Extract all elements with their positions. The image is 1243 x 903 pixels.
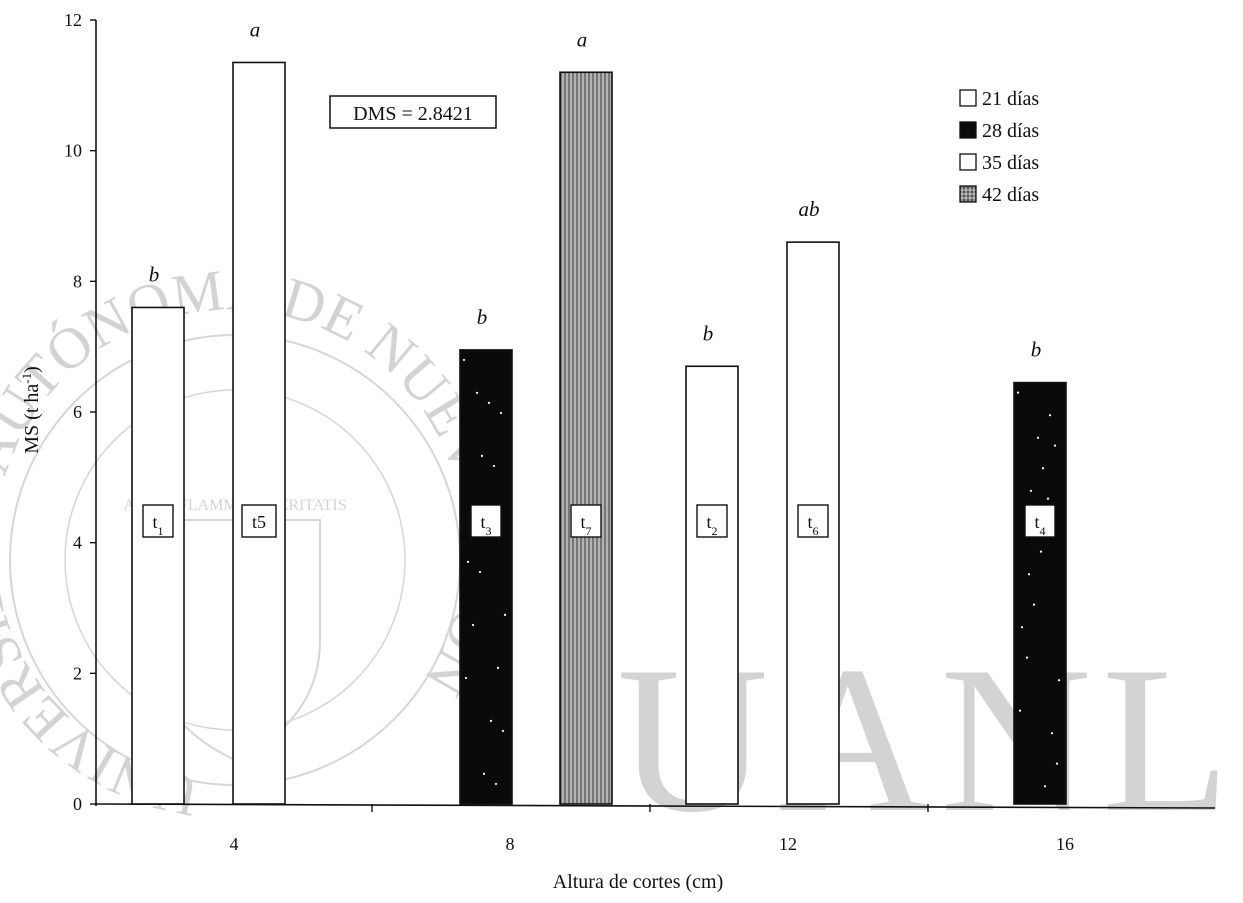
x-tick-label: 8 <box>506 834 515 854</box>
significance-letter: a <box>250 17 261 41</box>
bar-speckle <box>464 676 468 680</box>
bar-speckle <box>462 358 466 362</box>
bars <box>131 61 1067 805</box>
dms-annotation-text: DMS = 2.8421 <box>353 103 473 125</box>
bar-speckle <box>1055 762 1059 765</box>
y-tick-label: 2 <box>73 663 82 683</box>
significance-letter: b <box>477 305 488 329</box>
bar-speckle <box>1036 436 1040 439</box>
bar-t4 <box>1013 381 1067 805</box>
bar-speckle <box>1039 550 1043 553</box>
bar-speckle <box>1016 391 1020 394</box>
y-ticks: 0 2 4 6 8 10 12 <box>64 10 96 814</box>
legend-entry: 42 días <box>982 184 1039 206</box>
bar-speckle <box>1020 626 1024 629</box>
x-tick-label: 4 <box>230 834 239 854</box>
bar-speckle <box>492 464 496 468</box>
bar-speckle <box>489 719 493 722</box>
bar-speckle <box>471 623 475 627</box>
treatment-label: t2 <box>706 512 717 538</box>
bar-speckle <box>487 401 491 404</box>
bar-speckle <box>503 613 507 616</box>
bar-t5 <box>232 61 286 805</box>
treatment-label-box <box>142 504 174 538</box>
dms-annotation: DMS = 2.8421 <box>329 95 497 129</box>
bar-t7 <box>559 71 613 805</box>
treatment-label: t6 <box>807 512 818 538</box>
treatment-label-box <box>241 504 277 538</box>
bar-speckle <box>1018 709 1022 712</box>
x-tick-label: 12 <box>779 834 797 854</box>
bar-speckle <box>499 411 503 415</box>
x-axis-label: Altura de cortes (cm) <box>553 871 723 893</box>
bar-speckle <box>1041 467 1045 470</box>
legend-swatch <box>959 185 977 203</box>
x-tick-label: 16 <box>1056 834 1074 854</box>
treatment-label-box <box>797 504 829 538</box>
treatment-label: t1 <box>152 512 163 538</box>
y-axis-label: MS (t ha-1) <box>19 366 44 454</box>
legend-entry: 35 días <box>982 152 1039 174</box>
y-tick-label: 8 <box>73 271 82 291</box>
legend-swatch <box>959 121 977 139</box>
y-tick-label: 12 <box>64 10 82 30</box>
bar-speckle <box>480 454 484 457</box>
bar-speckle <box>482 772 486 775</box>
bar-speckle <box>478 570 482 574</box>
bar-speckle <box>1043 785 1047 788</box>
legend-swatch <box>959 89 977 107</box>
significance-letter: b <box>1031 338 1042 362</box>
bar-t2 <box>685 365 739 805</box>
bar-speckle <box>1046 497 1050 500</box>
x-ticks: 4 8 12 16 <box>230 804 1074 854</box>
y-tick-label: 10 <box>64 141 82 161</box>
bar-speckle <box>466 560 470 563</box>
legend-entry: 28 días <box>982 120 1039 142</box>
bar-speckle <box>1048 414 1052 417</box>
legend: 21 días 28 días 35 días 42 días <box>959 88 1039 206</box>
treatment-label: t3 <box>480 512 491 538</box>
bar-speckle <box>1057 679 1061 682</box>
bar-speckle <box>496 666 500 669</box>
significance-letter: b <box>149 262 160 286</box>
bar-speckle <box>494 782 498 786</box>
y-tick-label: 0 <box>73 794 82 814</box>
treatment-label: t4 <box>1034 512 1045 538</box>
legend-swatch <box>959 153 977 171</box>
bar-speckle <box>1027 573 1031 576</box>
bar-t1 <box>131 306 185 805</box>
treatment-label-box <box>470 504 502 538</box>
y-tick-label: 4 <box>73 533 82 553</box>
treatment-label: t5 <box>252 512 266 532</box>
significance-letter: a <box>577 27 588 51</box>
treatment-label-box <box>1024 504 1056 538</box>
treatment-label: t7 <box>580 512 591 538</box>
y-tick-label: 6 <box>73 402 82 422</box>
treatment-labels: t1 t5 t3 t7 t2 t6 t4 <box>142 504 1056 538</box>
legend-entry: 21 días <box>982 88 1039 110</box>
significance-letter: b <box>703 321 714 345</box>
bar-speckle <box>1053 444 1057 447</box>
bar-speckle <box>475 391 479 394</box>
bar-speckle <box>501 729 505 733</box>
bar-t3 <box>459 349 513 805</box>
bar-speckle <box>1050 732 1054 735</box>
bar-speckle <box>1029 489 1033 492</box>
treatment-label-box <box>570 504 602 538</box>
treatment-label-box <box>696 504 728 538</box>
bar-speckle <box>1032 603 1036 606</box>
significance-letter: ab <box>799 197 820 221</box>
bar-speckle <box>1025 656 1029 659</box>
